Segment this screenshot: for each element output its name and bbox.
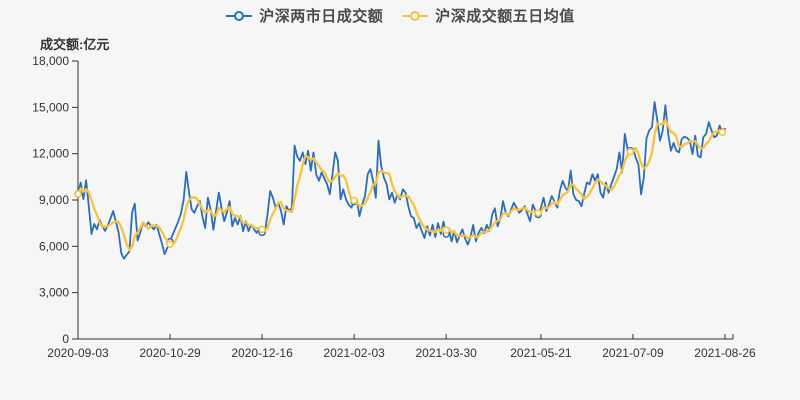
legend-label-ma5: 沪深成交额五日均值 xyxy=(435,8,575,25)
ma5-marker xyxy=(718,128,727,136)
x-tick-label: 2021-07-09 xyxy=(602,346,664,360)
y-tick-label: 18,000 xyxy=(32,54,69,68)
x-tick-label: 2021-02-03 xyxy=(323,346,385,360)
ma5-marker xyxy=(626,147,635,156)
x-tick-label: 2021-05-21 xyxy=(510,346,572,360)
line-marker-icon xyxy=(226,10,253,21)
y-tick-label: 3,000 xyxy=(39,286,69,300)
legend-item-ma5[interactable]: 沪深成交额五日均值 xyxy=(401,5,575,26)
x-tick-label: 2021-08-26 xyxy=(694,346,756,360)
y-tick-label: 0 xyxy=(62,332,69,346)
ma5-marker xyxy=(442,226,450,234)
x-tick-label: 2020-10-29 xyxy=(139,346,201,360)
ma5-line xyxy=(76,118,727,252)
x-tick-label: 2020-09-03 xyxy=(47,346,109,360)
legend-item-daily-turnover[interactable]: 沪深两市日成交额 xyxy=(225,5,383,26)
chart-legend: 沪深两市日成交额 沪深成交额五日均值 xyxy=(0,5,800,26)
x-tick-label: 2021-03-30 xyxy=(415,346,477,360)
legend-label-daily-turnover: 沪深两市日成交额 xyxy=(259,8,384,25)
ma5-marker xyxy=(350,196,358,205)
ma5-marker xyxy=(74,190,82,198)
ma5-marker xyxy=(166,240,174,248)
line-marker-icon xyxy=(402,10,429,21)
ma5-marker xyxy=(534,209,542,217)
y-tick-label: 12,000 xyxy=(32,147,69,161)
ma5-marker xyxy=(258,225,266,234)
y-axis-title: 成交额:亿元 xyxy=(40,37,110,52)
x-tick-label: 2020-12-16 xyxy=(231,346,293,360)
daily-turnover-line xyxy=(77,101,726,260)
y-tick-label: 6,000 xyxy=(39,239,69,253)
y-tick-label: 15,000 xyxy=(32,100,69,114)
y-tick-label: 9,000 xyxy=(39,193,69,207)
